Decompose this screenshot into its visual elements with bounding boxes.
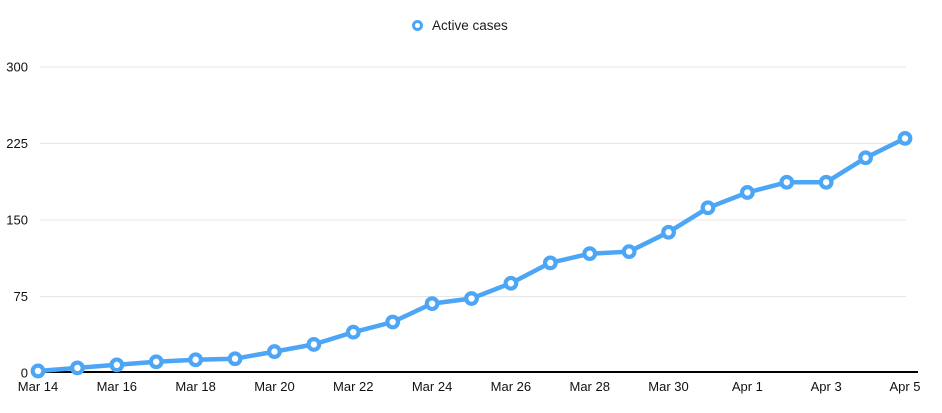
y-tick-label: 225 bbox=[6, 136, 28, 151]
x-tick-label: Mar 24 bbox=[412, 379, 452, 394]
data-point-marker[interactable] bbox=[818, 174, 834, 190]
x-tick-label: Apr 1 bbox=[732, 379, 763, 394]
data-point-marker[interactable] bbox=[30, 363, 46, 379]
data-point-marker[interactable] bbox=[306, 337, 322, 352]
data-point-marker[interactable] bbox=[700, 200, 716, 216]
data-point-marker[interactable] bbox=[503, 275, 519, 291]
data-point-marker[interactable] bbox=[464, 291, 479, 306]
data-point-marker[interactable] bbox=[424, 296, 440, 312]
data-point-marker[interactable] bbox=[779, 174, 795, 190]
data-point-marker[interactable] bbox=[385, 314, 401, 330]
data-point-marker[interactable] bbox=[345, 324, 361, 340]
y-tick-label: 75 bbox=[14, 289, 28, 304]
x-tick-label: Apr 3 bbox=[811, 379, 842, 394]
data-point-marker[interactable] bbox=[739, 185, 755, 200]
legend-marker-icon bbox=[412, 20, 423, 32]
data-point-marker[interactable] bbox=[70, 360, 85, 376]
data-point-marker[interactable] bbox=[661, 224, 676, 240]
data-point-marker[interactable] bbox=[109, 357, 125, 373]
x-tick-label: Mar 30 bbox=[648, 379, 688, 394]
data-point-marker[interactable] bbox=[148, 354, 164, 370]
x-tick-label: Mar 20 bbox=[254, 379, 294, 394]
y-tick-label: 0 bbox=[21, 366, 28, 381]
x-tick-label: Mar 14 bbox=[18, 379, 58, 394]
x-tick-label: Mar 16 bbox=[97, 379, 137, 394]
legend-item-active-cases[interactable]: Active cases bbox=[412, 19, 508, 33]
y-tick-label: 300 bbox=[6, 60, 28, 75]
x-tick-label: Mar 22 bbox=[333, 379, 373, 394]
data-point-marker[interactable] bbox=[227, 351, 243, 367]
data-point-marker[interactable] bbox=[188, 352, 204, 368]
data-point-marker[interactable] bbox=[621, 244, 637, 260]
x-tick-label: Mar 26 bbox=[491, 379, 531, 394]
y-tick-label: 150 bbox=[6, 213, 28, 228]
data-point-marker[interactable] bbox=[858, 150, 873, 166]
data-point-marker[interactable] bbox=[897, 130, 913, 146]
legend-label: Active cases bbox=[432, 18, 508, 33]
active-cases-line bbox=[35, 136, 908, 374]
x-tick-label: Apr 5 bbox=[889, 379, 920, 394]
data-point-marker[interactable] bbox=[582, 246, 598, 262]
x-tick-label: Mar 28 bbox=[569, 379, 609, 394]
data-point-marker[interactable] bbox=[267, 344, 282, 359]
x-tick-label: Mar 18 bbox=[175, 379, 215, 394]
data-point-marker[interactable] bbox=[542, 255, 558, 271]
